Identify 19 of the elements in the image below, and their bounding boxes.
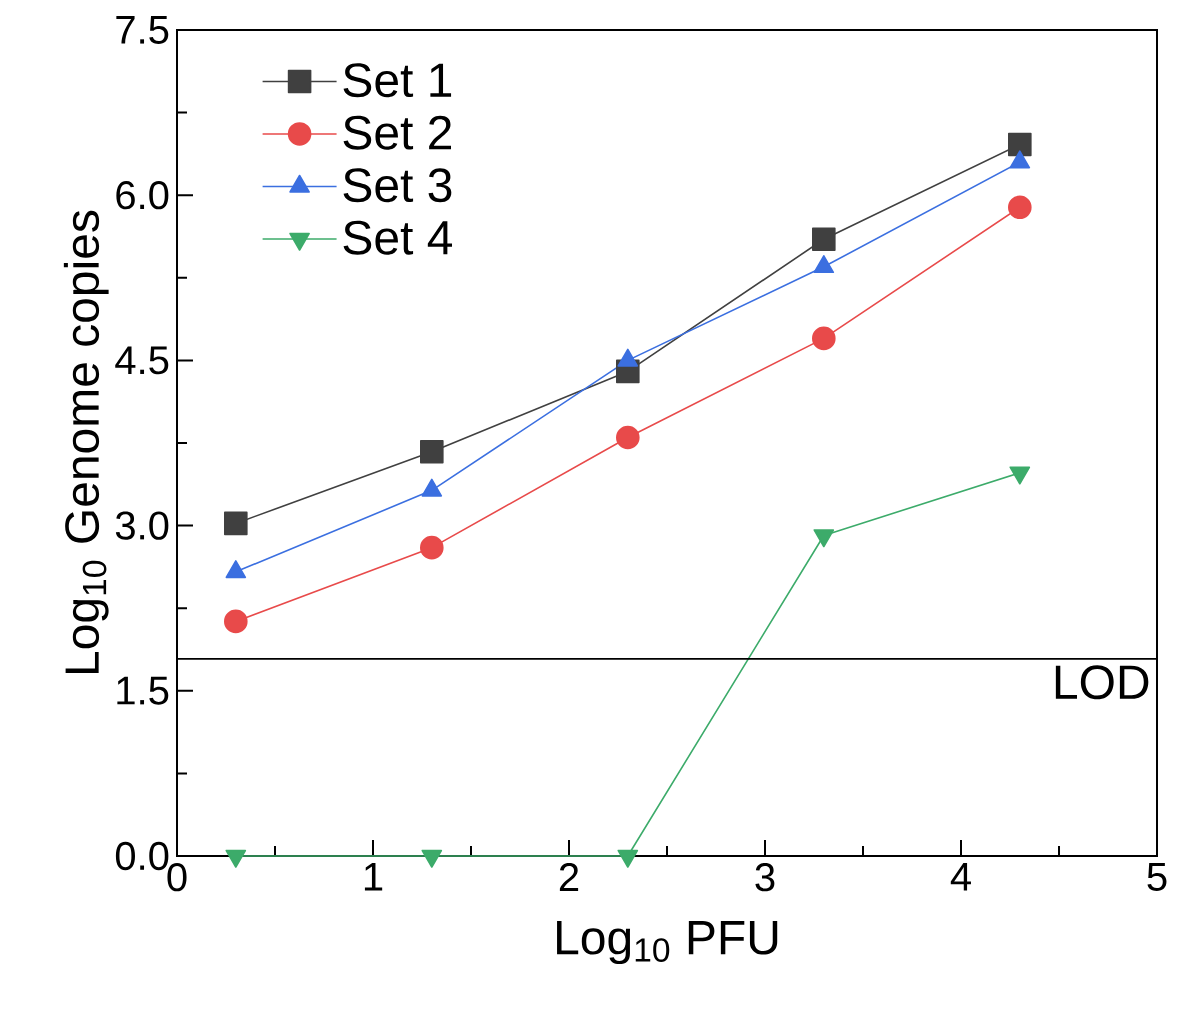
x-tick-label: 0: [167, 863, 187, 892]
x-tick-label: 3: [755, 863, 775, 892]
y-tick-label: 1.5: [117, 676, 169, 705]
x-tick-label: 5: [1147, 863, 1167, 891]
legend-label: Set 2: [343, 115, 451, 150]
y-tick-label: 3.0: [115, 511, 169, 540]
x-tick-label: 4: [950, 863, 971, 891]
x-tick-label: 1: [364, 863, 383, 891]
legend-label: Set 4: [343, 220, 453, 255]
x-tick-label: 2: [559, 863, 579, 891]
x-axis-title: Log$_{10}$ PFU: [557, 921, 778, 965]
y-tick-label: 7.5: [116, 16, 169, 44]
legend-label: Set 1: [343, 63, 452, 98]
y-tick-label: 6.0: [116, 181, 169, 210]
y-axis-title: Log$_{10}$ Genome copies: [63, 210, 109, 674]
legend-label: Set 3: [343, 168, 452, 203]
y-tick-label: 4.5: [115, 346, 169, 375]
y-tick-label: 0.0: [115, 841, 169, 871]
ref-line-label: LOD: [1055, 665, 1149, 700]
